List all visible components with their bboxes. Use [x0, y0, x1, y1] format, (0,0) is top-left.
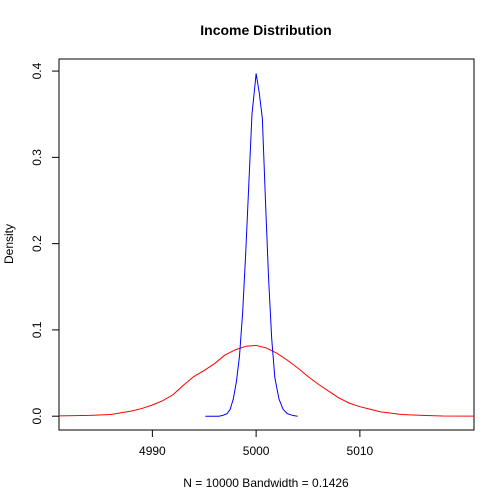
y-axis-label: Density — [2, 224, 16, 264]
density-line-blue — [205, 74, 297, 417]
x-tick-label: 4990 — [139, 444, 166, 458]
x-tick-label: 5010 — [347, 444, 374, 458]
y-tick-label: 0.2 — [30, 235, 44, 252]
x-tick-label: 5000 — [243, 444, 270, 458]
y-axis: 0.0 0.1 0.2 0.3 0.4 — [30, 62, 59, 424]
x-axis-label: N = 10000 Bandwidth = 0.1426 — [183, 476, 349, 490]
y-tick-label: 0.1 — [30, 321, 44, 338]
y-tick-label: 0.3 — [30, 149, 44, 166]
density-line-red — [49, 345, 474, 416]
series-layer — [49, 74, 474, 417]
x-axis: 4990 5000 5010 — [139, 430, 374, 458]
chart-title: Income Distribution — [200, 22, 331, 38]
y-tick-label: 0.4 — [30, 62, 44, 79]
y-tick-label: 0.0 — [30, 408, 44, 425]
plot-box — [59, 59, 474, 430]
